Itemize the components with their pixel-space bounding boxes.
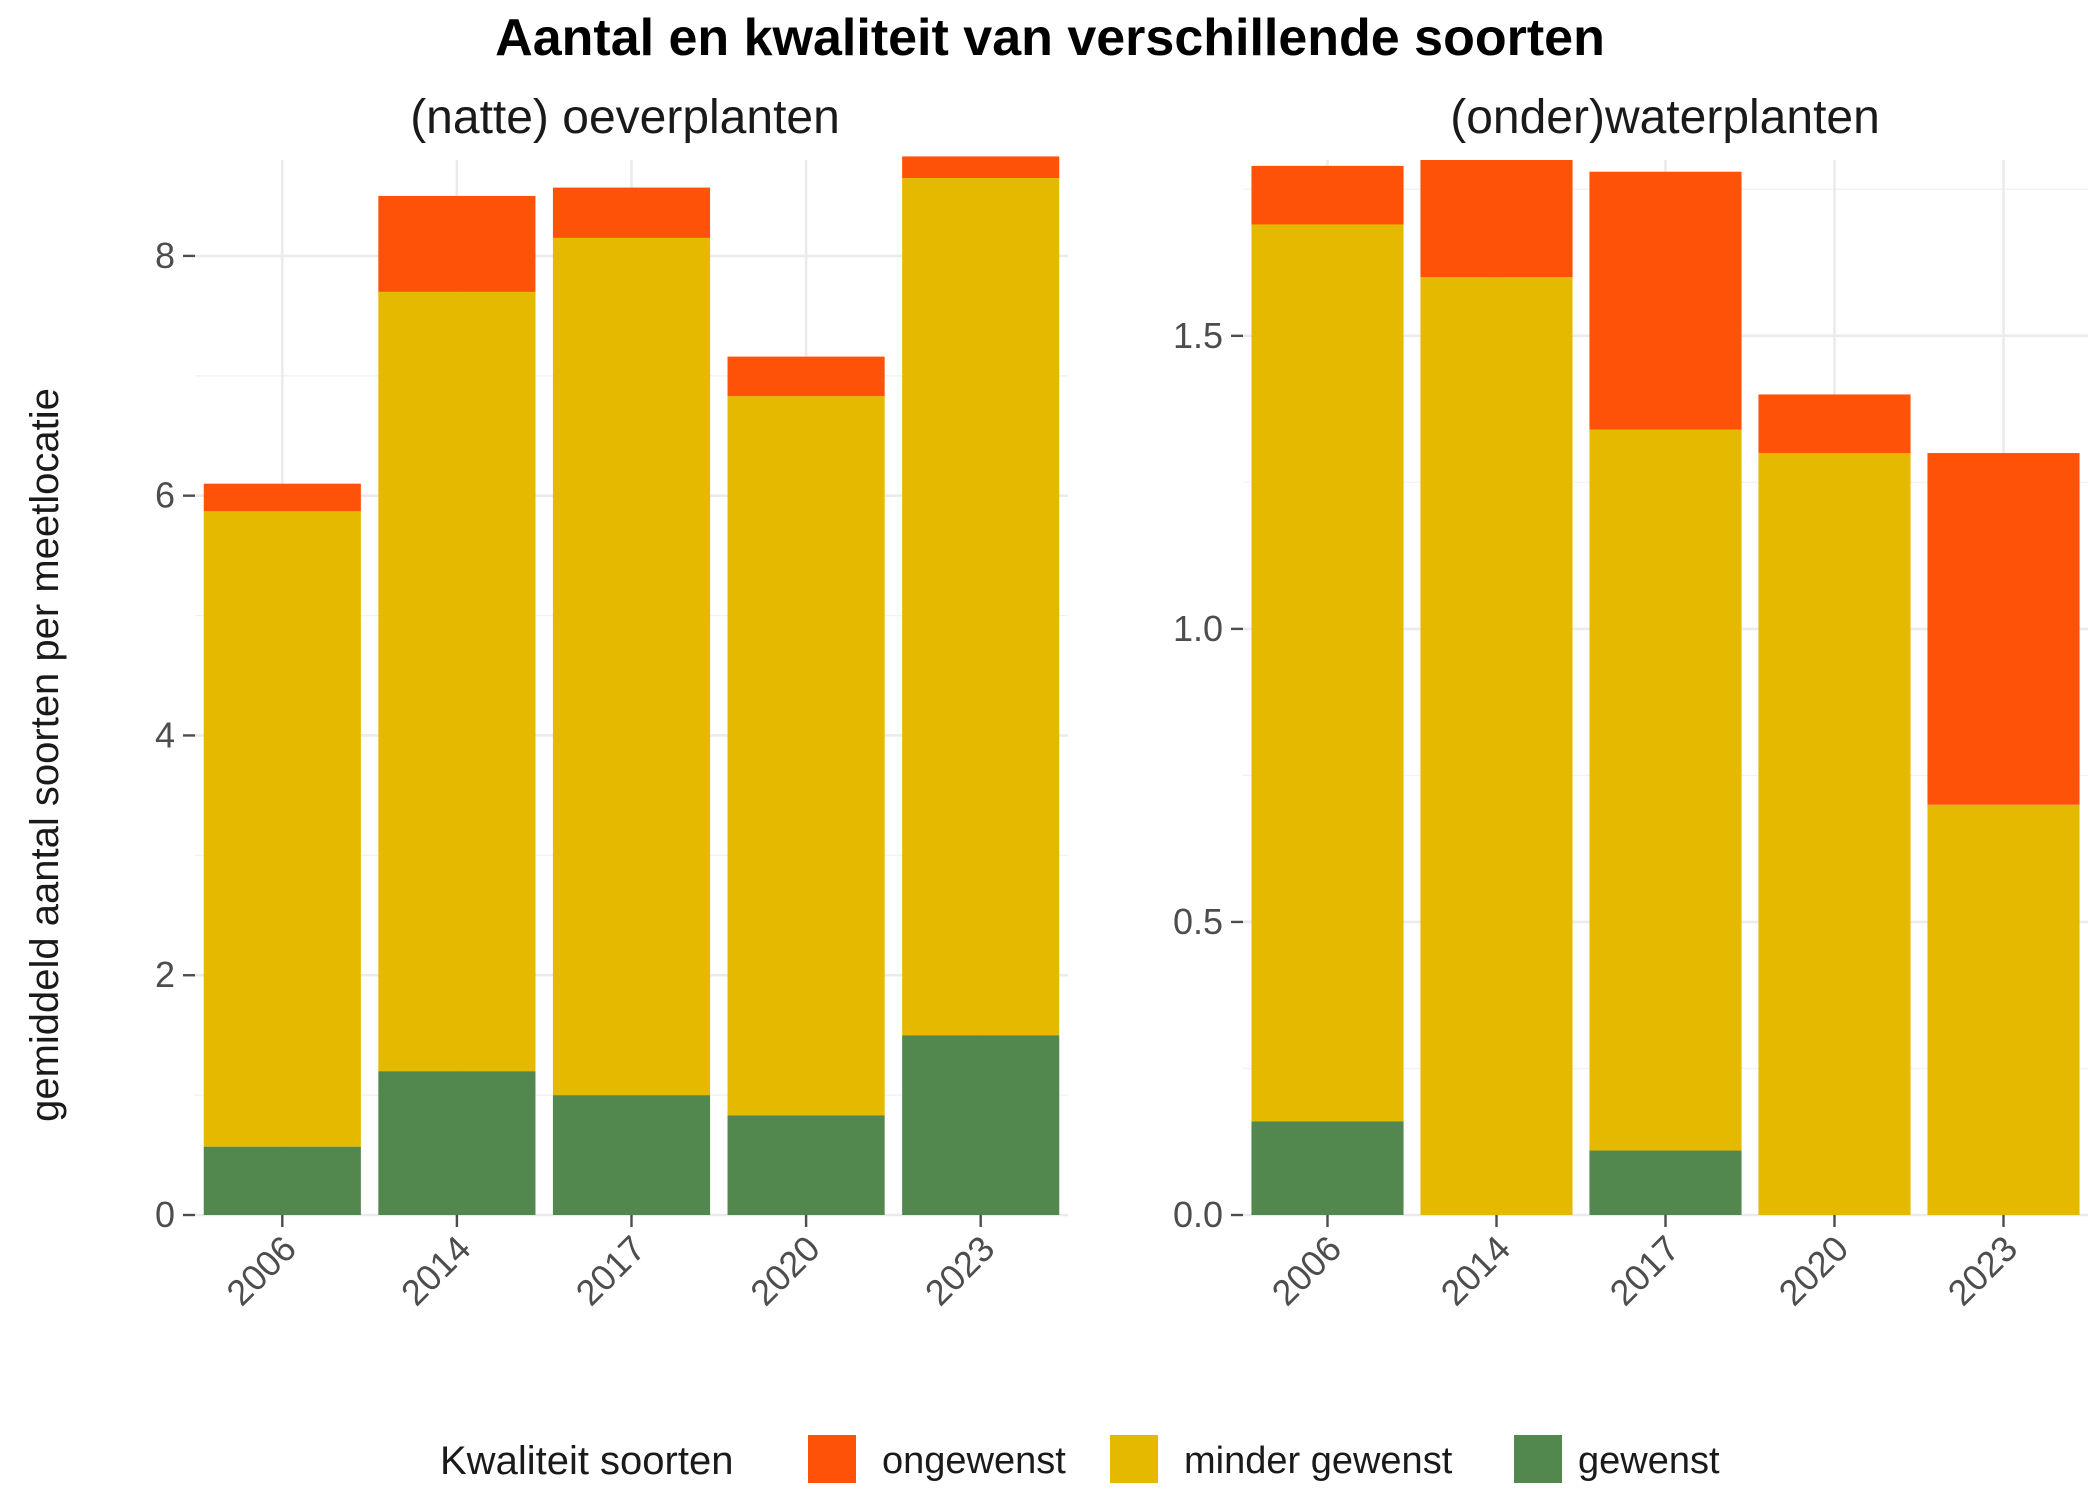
legend-swatch-ongewenst [808,1435,856,1483]
y-tick-label: 1.0 [1173,608,1223,649]
panel-subtitle: (onder)waterplanten [1450,91,1880,144]
bar-segment-ongewenst-2023 [902,156,1060,178]
bar-segment-minder-gewenst-2017 [552,237,711,1096]
bar-segment-minder-gewenst-2006 [1251,224,1404,1122]
bar-segment-ongewenst-2014 [1420,160,1573,278]
y-tick-label: 0 [155,1194,175,1235]
x-tick-label-2020: 2020 [1771,1228,1857,1314]
bar-segment-ongewenst-2017 [1589,171,1742,430]
bar-segment-gewenst-2017 [552,1095,711,1215]
x-tick-label-2023: 2023 [1940,1228,2026,1314]
bar-segment-minder-gewenst-2014 [1420,277,1573,1215]
bar-segment-ongewenst-2017 [552,187,711,238]
y-tick-label: 0.0 [1173,1194,1223,1235]
bar-segment-ongewenst-2006 [1251,165,1404,225]
x-tick-label-2020: 2020 [742,1228,828,1314]
y-tick-label: 1.5 [1173,315,1223,356]
x-tick-label-2014: 2014 [393,1228,479,1314]
bar-segment-minder-gewenst-2014 [378,291,536,1072]
chart-title: Aantal en kwaliteit van verschillende so… [495,9,1605,67]
legend-swatch-minder-gewenst [1110,1435,1158,1483]
x-tick-label-2023: 2023 [917,1228,1003,1314]
y-tick-label: 6 [155,475,175,516]
bar-segment-gewenst-2020 [727,1115,885,1215]
bar-segment-minder-gewenst-2006 [203,511,361,1147]
x-tick-label-2006: 2006 [218,1228,304,1314]
bar-segment-ongewenst-2006 [203,483,361,512]
x-tick-label-2017: 2017 [568,1228,654,1314]
bar-segment-ongewenst-2023 [1927,453,2080,805]
legend-label-ongewenst: ongewenst [882,1440,1066,1482]
bar-segment-ongewenst-2020 [1758,394,1911,454]
x-tick-label-2014: 2014 [1433,1228,1519,1314]
bar-segment-gewenst-2017 [1589,1150,1742,1215]
panel-1: (natte) oeverplanten 0 2 4 6 8 2006 2014 2017 202… [155,91,1068,1313]
y-axis-label: gemiddeld aantal soorten per meetlocatie [23,388,67,1122]
y-tick-label: 4 [155,714,175,755]
bar-segment-minder-gewenst-2020 [1758,453,1911,1215]
bar-segment-gewenst-2023 [902,1035,1060,1215]
bar-segment-gewenst-2006 [203,1146,361,1215]
bar-segment-gewenst-2006 [1251,1121,1404,1215]
legend-title: Kwaliteit soorten [440,1439,733,1483]
x-tick-label-2017: 2017 [1602,1228,1688,1314]
bar-segment-ongewenst-2020 [727,356,885,397]
legend: Kwaliteit soorten ongewenst minder gewenst… [440,1435,1720,1483]
bar-segment-ongewenst-2014 [378,195,536,292]
legend-label-gewenst: gewenst [1578,1440,1720,1482]
y-tick-label: 2 [155,954,175,995]
panels: (natte) oeverplanten 0 2 4 6 8 2006 2014 2017 202… [155,91,2088,1313]
legend-label-minder-gewenst: minder gewenst [1184,1440,1453,1482]
bar-segment-minder-gewenst-2023 [1927,804,2080,1215]
y-tick-label: 0.5 [1173,901,1223,942]
bar-segment-minder-gewenst-2023 [902,177,1060,1036]
x-tick-label-2006: 2006 [1264,1228,1350,1314]
panel-subtitle: (natte) oeverplanten [410,91,840,144]
legend-swatch-gewenst [1514,1435,1562,1483]
panel-2: (onder)waterplanten 0.0 0.5 1.0 1.5 2006 2014 2… [1173,91,2088,1313]
bar-segment-minder-gewenst-2017 [1589,429,1742,1151]
y-tick-label: 8 [155,235,175,276]
bar-segment-gewenst-2014 [378,1071,536,1215]
bar-segment-minder-gewenst-2020 [727,396,885,1116]
